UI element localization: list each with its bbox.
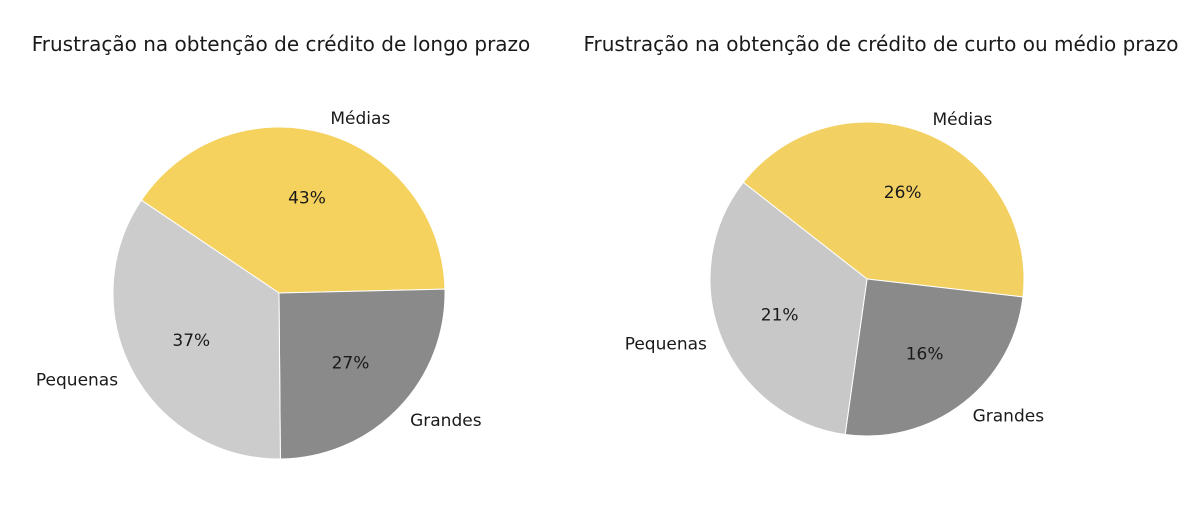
pie-slice-medias [742, 121, 1025, 298]
slice-percent-label: 27% [332, 353, 370, 373]
slice-percent-label: 26% [884, 183, 922, 203]
pie-slice-grandes [278, 288, 446, 460]
slice-percent-label: 21% [761, 305, 799, 325]
slice-category-label: Médias [933, 110, 993, 130]
slice-category-label: Pequenas [36, 370, 118, 390]
pie-slice-pequenas [112, 199, 281, 460]
pie-slice-grandes [844, 278, 1024, 437]
pie-chart-1: Frustração na obtenção de crédito de lon… [32, 32, 531, 460]
slice-category-label: Grandes [410, 411, 482, 431]
slice-category-label: Médias [330, 109, 390, 129]
chart-title: Frustração na obtenção de crédito de lon… [32, 32, 531, 56]
slice-category-label: Pequenas [625, 335, 707, 355]
pie-slice-pequenas [709, 181, 868, 436]
chart-title: Frustração na obtenção de crédito de cur… [583, 32, 1178, 56]
slice-percent-label: 16% [906, 345, 944, 365]
slice-percent-label: 43% [288, 188, 326, 208]
slice-category-label: Grandes [973, 407, 1045, 427]
pie-chart-2: Frustração na obtenção de crédito de cur… [583, 32, 1179, 437]
pie-slice-medias [140, 126, 446, 294]
slice-percent-label: 37% [172, 331, 210, 351]
